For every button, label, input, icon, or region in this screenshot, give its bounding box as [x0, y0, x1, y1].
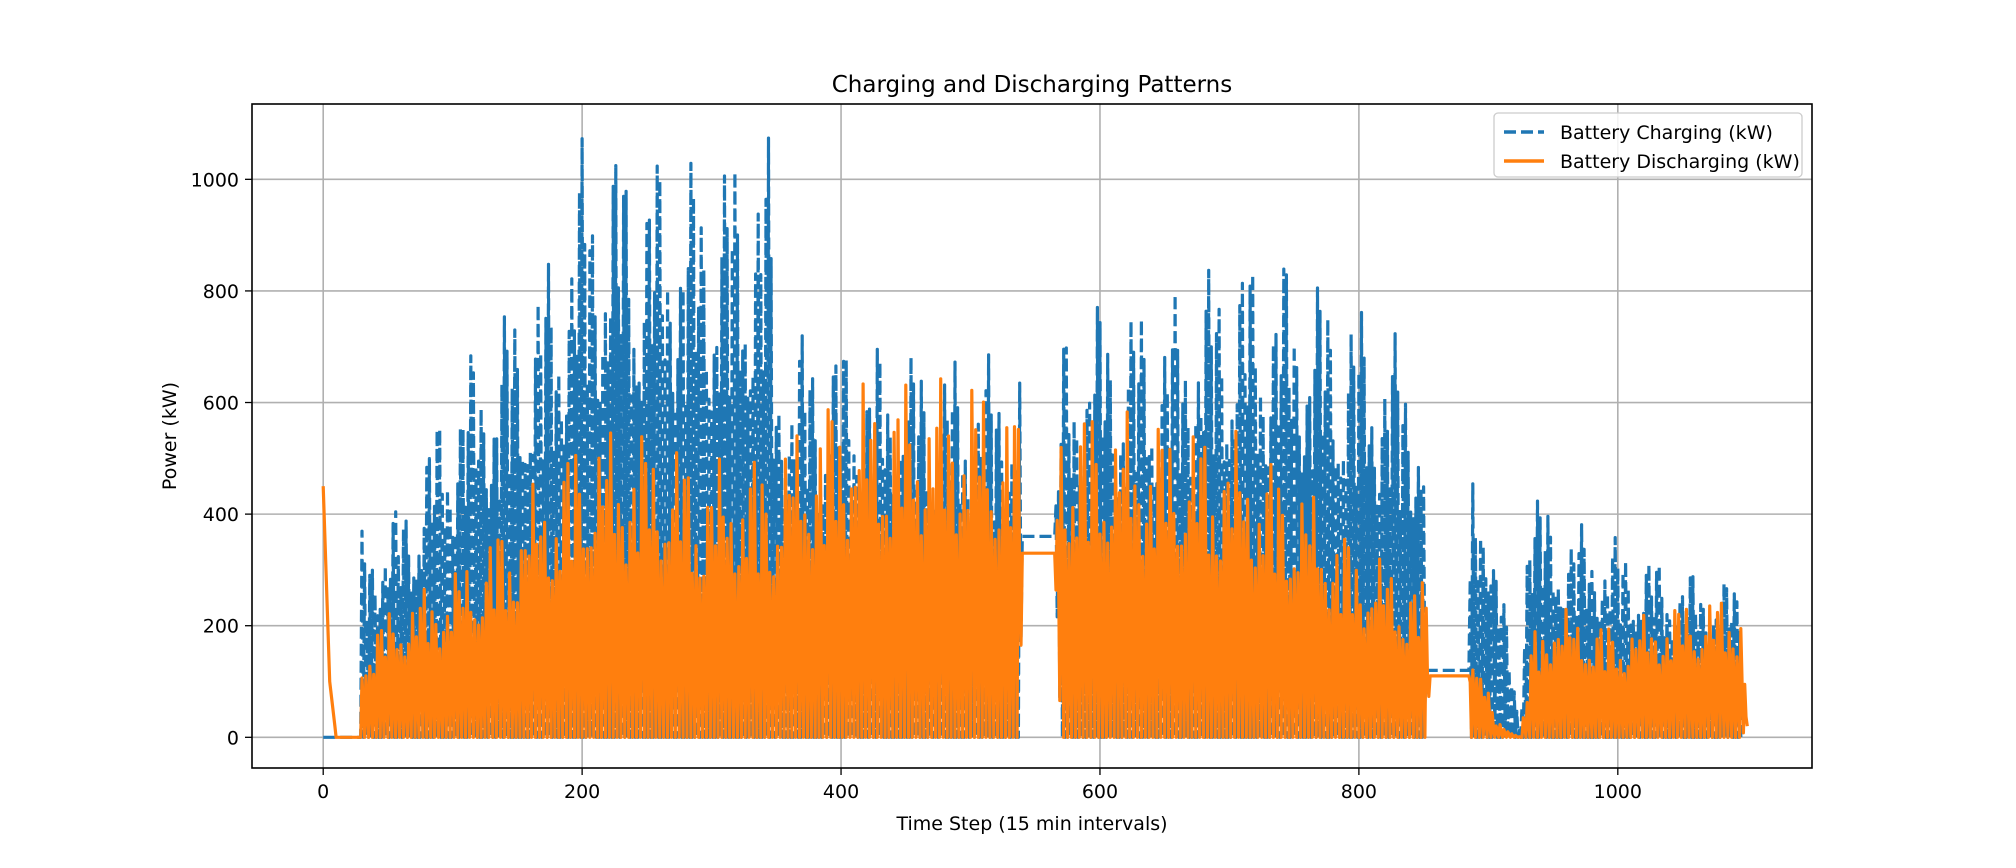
legend-label-discharging: Battery Discharging (kW) [1560, 151, 1800, 173]
legend-box [1493, 112, 1803, 178]
x-tick-label: 400 [823, 781, 859, 803]
x-tick-label: 600 [1082, 781, 1118, 803]
y-tick-label: 800 [203, 281, 239, 303]
y-tick-label: 600 [203, 393, 239, 415]
x-tick-label: 800 [1341, 781, 1377, 803]
x-tick-label: 0 [317, 781, 329, 803]
x-axis-label: Time Step (15 min intervals) [895, 813, 1167, 835]
y-tick-label: 1000 [191, 169, 239, 191]
legend-label-charging: Battery Charging (kW) [1560, 122, 1773, 144]
y-tick-label: 200 [203, 616, 239, 638]
plot-frame [251, 103, 1813, 769]
series-line-discharging [321, 377, 1749, 739]
series-layer [321, 136, 1749, 739]
chart-title: Charging and Discharging Patterns [832, 72, 1233, 98]
x-tick-label: 200 [564, 781, 600, 803]
legend: Battery Charging (kW) Battery Dischargin… [1493, 112, 1803, 178]
series-line-charging [322, 136, 1743, 739]
y-tick-label: 400 [203, 504, 239, 526]
x-tick-label: 1000 [1594, 781, 1642, 803]
axis-ticks: 0 200 400 600 800 1000 0 200 400 600 800 1000 [191, 169, 1642, 803]
y-axis-label: Power (kW) [159, 382, 181, 490]
y-tick-label: 0 [227, 727, 239, 749]
